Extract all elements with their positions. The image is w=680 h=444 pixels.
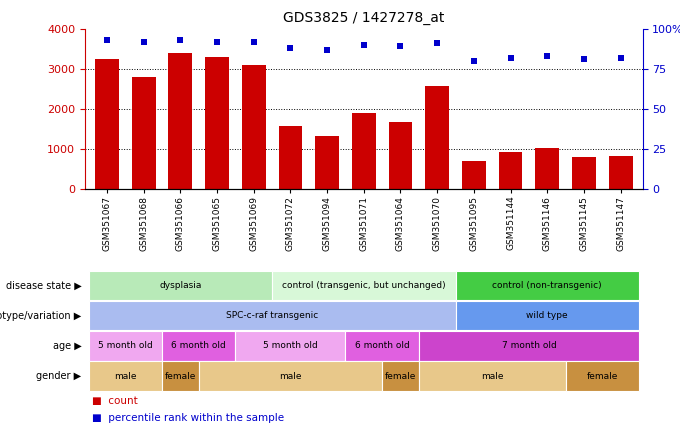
Text: ■  count: ■ count	[92, 396, 137, 406]
Point	[579, 56, 590, 63]
Text: SPC-c-raf transgenic: SPC-c-raf transgenic	[226, 311, 318, 320]
Point	[211, 38, 222, 45]
Point	[248, 38, 259, 45]
Bar	[242, 65, 266, 189]
Bar	[205, 57, 229, 189]
Text: female: female	[385, 372, 416, 381]
Text: 7 month old: 7 month old	[502, 341, 556, 350]
Bar	[535, 148, 559, 189]
Bar	[169, 53, 192, 189]
Point	[615, 54, 626, 61]
Text: gender ▶: gender ▶	[37, 371, 82, 381]
Text: wild type: wild type	[526, 311, 568, 320]
Point	[138, 38, 149, 45]
Bar	[352, 113, 376, 189]
Text: female: female	[587, 372, 618, 381]
Text: 6 month old: 6 month old	[171, 341, 226, 350]
Text: genotype/variation ▶: genotype/variation ▶	[0, 311, 82, 321]
Text: male: male	[481, 372, 503, 381]
Text: female: female	[165, 372, 196, 381]
Text: ■  percentile rank within the sample: ■ percentile rank within the sample	[92, 413, 284, 423]
Bar	[609, 155, 632, 189]
Point	[432, 40, 443, 47]
Point	[175, 36, 186, 44]
Point	[469, 57, 479, 64]
Text: disease state ▶: disease state ▶	[6, 281, 82, 290]
Text: control (transgenic, but unchanged): control (transgenic, but unchanged)	[282, 281, 445, 290]
Point	[285, 44, 296, 52]
Bar	[425, 86, 449, 189]
Text: male: male	[279, 372, 302, 381]
Point	[358, 41, 369, 48]
Text: control (non-transgenic): control (non-transgenic)	[492, 281, 602, 290]
Bar	[462, 161, 486, 189]
Text: dysplasia: dysplasia	[159, 281, 201, 290]
Title: GDS3825 / 1427278_at: GDS3825 / 1427278_at	[283, 11, 445, 25]
Bar	[132, 77, 156, 189]
Bar	[498, 151, 522, 189]
Bar	[316, 135, 339, 189]
Point	[101, 36, 112, 44]
Bar	[572, 157, 596, 189]
Text: 5 month old: 5 month old	[263, 341, 318, 350]
Point	[505, 54, 516, 61]
Bar	[388, 122, 412, 189]
Point	[395, 43, 406, 50]
Point	[322, 46, 333, 53]
Bar	[279, 126, 303, 189]
Text: 6 month old: 6 month old	[355, 341, 409, 350]
Text: male: male	[114, 372, 137, 381]
Point	[542, 52, 553, 59]
Text: age ▶: age ▶	[53, 341, 82, 351]
Text: 5 month old: 5 month old	[98, 341, 153, 350]
Bar	[95, 59, 119, 189]
